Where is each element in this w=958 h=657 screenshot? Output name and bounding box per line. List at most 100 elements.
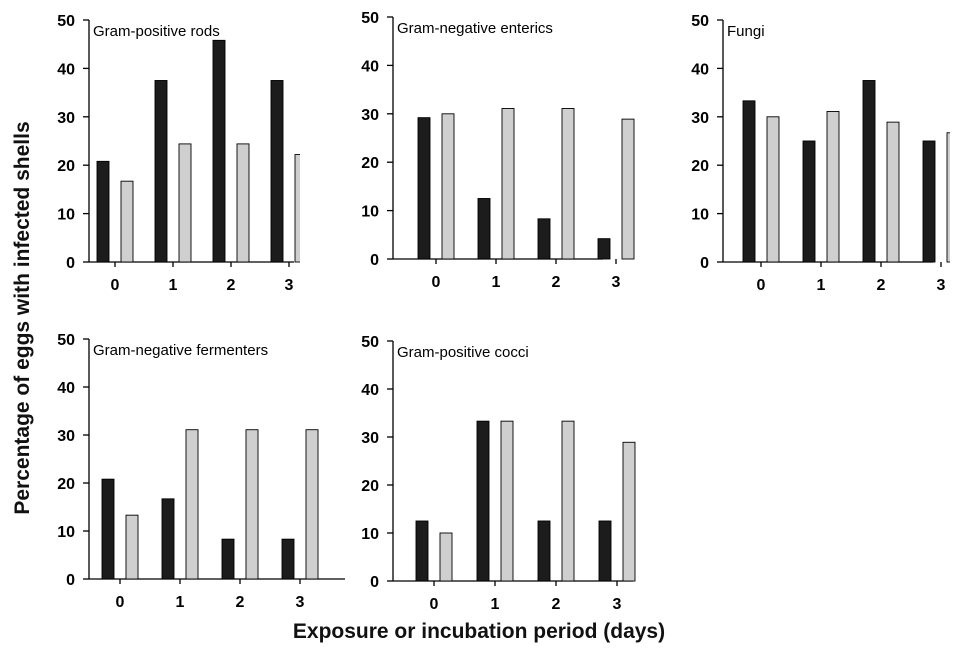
y-tick-label: 10 (57, 524, 75, 541)
chart-panel-gram-negative-enterics: 0 10 20 30 40 50 0 1 2 3 Gram-negative enterics (361, 10, 635, 291)
bar-dark (537, 520, 551, 582)
y-tick-label: 30 (361, 107, 379, 124)
bar-light (946, 132, 950, 263)
y-tick-label: 0 (66, 572, 75, 589)
x-tick-label: 0 (430, 596, 439, 613)
bar-light (185, 429, 199, 580)
x-tick-label: 1 (176, 594, 185, 611)
bar-light (622, 441, 636, 582)
bar-dark (270, 80, 284, 263)
y-tick-label: 30 (361, 430, 379, 447)
bar-dark (922, 140, 936, 263)
bar-dark (477, 198, 491, 260)
bar-light (236, 143, 250, 263)
y-tick-label: 40 (57, 61, 75, 78)
x-tick-label: 1 (817, 277, 826, 294)
y-tick-label: 10 (361, 204, 379, 221)
x-tick-label: 2 (552, 596, 561, 613)
x-tick-label: 3 (613, 596, 622, 613)
bar-light (439, 532, 453, 582)
bar-light (120, 180, 134, 263)
bar-dark (415, 520, 429, 582)
bar-dark (221, 538, 235, 580)
x-tick-label: 0 (111, 277, 120, 294)
bar-dark (597, 238, 611, 260)
bar-light (245, 429, 259, 580)
y-tick-label: 20 (57, 476, 75, 493)
bar-dark (96, 160, 110, 263)
shared-x-axis-label: Exposure or incubation period (days) (292, 620, 666, 643)
x-tick-label: 2 (552, 274, 561, 291)
bar-light (441, 113, 455, 260)
bar-light (125, 514, 139, 580)
bar-light (886, 121, 900, 263)
x-tick-label: 1 (491, 596, 500, 613)
bar-dark (281, 538, 295, 580)
bar-light (294, 154, 300, 263)
panel-title: Gram-negative enterics (397, 20, 553, 37)
bar-dark (476, 420, 490, 582)
bar-dark (862, 80, 876, 263)
bar-dark (161, 498, 175, 580)
y-tick-label: 30 (57, 428, 75, 445)
y-tick-label: 10 (361, 526, 379, 543)
y-tick-label: 40 (361, 382, 379, 399)
x-tick-label: 3 (612, 274, 621, 291)
bar-dark (212, 39, 226, 263)
chart-panel-gram-negative-fermenters: 0 10 20 30 40 50 0 1 2 3 Gram-negative fermenters (57, 332, 345, 611)
x-tick-label: 3 (937, 277, 946, 294)
chart-panel-gram-positive-rods: 0 10 20 30 40 50 0 1 2 3 Gram-positive rods (57, 13, 300, 294)
bar-light (178, 143, 192, 263)
y-tick-label: 50 (57, 13, 75, 30)
x-tick-label: 0 (432, 274, 441, 291)
chart-panel-gram-positive-cocci: 0 10 20 30 40 50 0 1 2 3 Gram-positive cocci (361, 334, 636, 613)
y-tick-label: 20 (361, 478, 379, 495)
bar-light (561, 420, 575, 582)
bar-light (561, 108, 575, 260)
y-tick-label: 30 (691, 110, 709, 127)
panel-title: Gram-positive rods (93, 23, 220, 40)
chart-panel-fungi: 0 10 20 30 40 50 0 1 2 3 Fungi (691, 13, 950, 294)
y-tick-label: 10 (57, 207, 75, 224)
panel-title: Fungi (727, 23, 765, 40)
y-tick-label: 50 (361, 334, 379, 351)
panel-title: Gram-negative fermenters (93, 342, 268, 359)
y-tick-label: 50 (361, 10, 379, 27)
y-tick-label: 0 (370, 574, 379, 591)
bar-dark (537, 218, 551, 260)
bar-light (621, 118, 635, 260)
bar-dark (802, 140, 816, 263)
y-tick-label: 40 (361, 58, 379, 75)
bar-dark (598, 520, 612, 582)
y-tick-label: 30 (57, 110, 75, 127)
x-tick-label: 1 (492, 274, 501, 291)
bar-dark (417, 117, 431, 260)
x-tick-label: 2 (227, 277, 236, 294)
bar-light (826, 111, 840, 263)
y-tick-label: 10 (691, 207, 709, 224)
x-tick-label: 1 (169, 277, 178, 294)
panel-title: Gram-positive cocci (397, 344, 529, 361)
y-tick-label: 0 (370, 252, 379, 269)
x-tick-label: 0 (116, 594, 125, 611)
y-tick-label: 50 (691, 13, 709, 30)
bar-dark (154, 80, 168, 263)
x-tick-label: 0 (757, 277, 766, 294)
bar-dark (101, 478, 115, 580)
bar-light (500, 420, 514, 582)
y-tick-label: 40 (57, 380, 75, 397)
x-tick-label: 2 (236, 594, 245, 611)
x-tick-label: 3 (285, 277, 294, 294)
x-tick-label: 2 (877, 277, 886, 294)
y-tick-label: 20 (57, 158, 75, 175)
bar-light (766, 116, 780, 263)
y-tick-label: 0 (66, 255, 75, 272)
y-tick-label: 20 (691, 158, 709, 175)
bar-dark (742, 100, 756, 263)
bar-light (501, 108, 515, 260)
bar-light (305, 429, 319, 580)
y-tick-label: 40 (691, 61, 709, 78)
y-tick-label: 20 (361, 155, 379, 172)
x-tick-label: 3 (296, 594, 305, 611)
